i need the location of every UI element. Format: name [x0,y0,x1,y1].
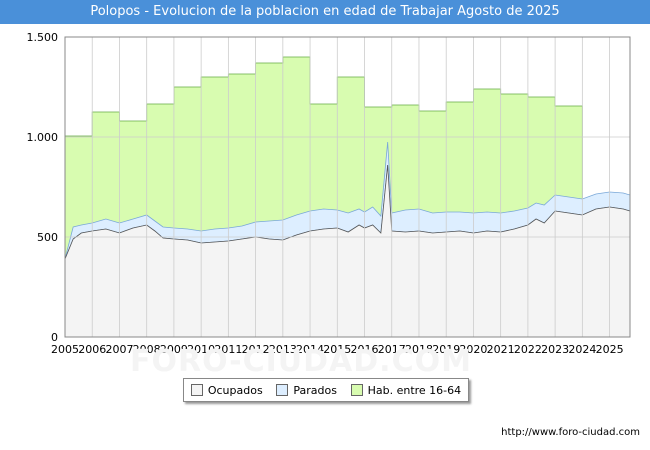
x-tick-label: 2011 [214,343,242,356]
legend-swatch-hab [350,384,363,396]
x-tick-label: 2013 [269,343,297,356]
x-tick-label: 2007 [105,343,133,356]
legend-item-hab: Hab. entre 16-64 [350,383,462,397]
y-tick-label: 1.000 [27,131,59,144]
watermark: FORO-CIUDAD.COM [130,344,472,379]
x-tick-label: 2021 [487,343,515,356]
x-tick-label: 2017 [378,343,406,356]
legend-item-ocupados: Ocupados [190,383,263,397]
legend-swatch-ocupados [190,384,203,396]
x-tick-label: 2012 [242,343,270,356]
x-tick-label: 2014 [296,343,324,356]
x-tick-label: 2023 [541,343,569,356]
x-tick-label: 2019 [432,343,460,356]
legend-label-hab: Hab. entre 16-64 [367,383,462,397]
x-tick-label: 2016 [351,343,379,356]
plot-frame [64,36,631,338]
legend-swatch-parados [276,384,289,396]
x-tick-label: 2015 [323,343,351,356]
x-tick-label: 2020 [459,343,487,356]
x-tick-label: 2006 [78,343,106,356]
x-tick-label: 2008 [133,343,161,356]
source-credit: http://www.foro-ciudad.com [501,427,640,438]
y-tick-label: 500 [37,231,58,244]
legend: Ocupados Parados Hab. entre 16-64 [183,378,469,402]
x-tick-label: 2005 [51,343,79,356]
legend-label-ocupados: Ocupados [207,383,263,397]
legend-item-parados: Parados [276,384,337,397]
x-tick-label: 2018 [405,343,433,356]
legend-label-parados: Parados [293,383,337,397]
x-tick-label: 2022 [514,343,542,356]
x-tick-label: 2010 [187,343,215,356]
chart-title: Polopos - Evolucion de la poblacion en e… [0,0,650,24]
x-tick-label: 2024 [568,343,596,356]
x-tick-label: 2009 [160,343,188,356]
x-tick-label: 2025 [596,343,624,356]
y-tick-label: 0 [51,331,58,344]
y-tick-label: 1.500 [27,31,59,44]
